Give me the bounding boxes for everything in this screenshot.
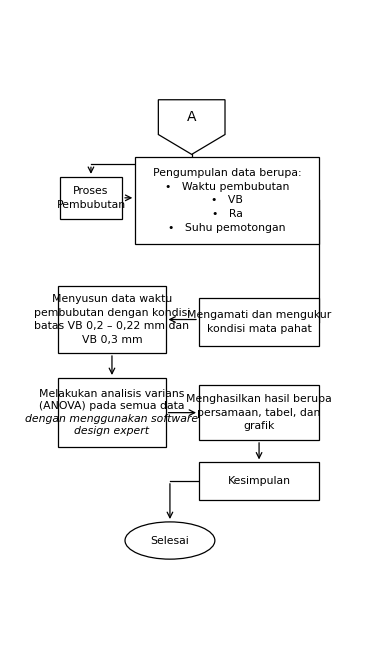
Text: A: A xyxy=(187,110,196,124)
Text: (ANOVA) pada semua data: (ANOVA) pada semua data xyxy=(39,401,185,412)
Text: Melakukan analisis varians: Melakukan analisis varians xyxy=(39,389,185,399)
FancyBboxPatch shape xyxy=(135,157,319,244)
Text: dengan menggunakan software: dengan menggunakan software xyxy=(25,414,199,424)
Text: Menghasilkan hasil berupa
persamaan, tabel, dan
grafik: Menghasilkan hasil berupa persamaan, tab… xyxy=(186,394,332,432)
Text: Pengumpulan data berupa:
•   Waktu pembubutan
•   VB
•   Ra
•   Suhu pemotongan: Pengumpulan data berupa: • Waktu pembubu… xyxy=(153,168,301,232)
FancyBboxPatch shape xyxy=(60,177,122,219)
Text: Selesai: Selesai xyxy=(151,535,189,546)
Text: Menyusun data waktu
pembubutan dengan kondisi
batas VB 0,2 – 0,22 mm dan
VB 0,3 : Menyusun data waktu pembubutan dengan ko… xyxy=(34,294,190,345)
FancyBboxPatch shape xyxy=(199,462,319,499)
Text: Mengamati dan mengukur
kondisi mata pahat: Mengamati dan mengukur kondisi mata paha… xyxy=(187,310,331,334)
FancyBboxPatch shape xyxy=(58,378,166,448)
FancyBboxPatch shape xyxy=(58,286,166,353)
FancyBboxPatch shape xyxy=(199,299,319,346)
Text: design expert: design expert xyxy=(74,426,150,436)
Text: Proses
Pembubutan: Proses Pembubutan xyxy=(56,186,126,210)
FancyBboxPatch shape xyxy=(199,385,319,440)
Polygon shape xyxy=(158,100,225,154)
Text: Kesimpulan: Kesimpulan xyxy=(227,476,291,486)
Ellipse shape xyxy=(125,522,215,559)
